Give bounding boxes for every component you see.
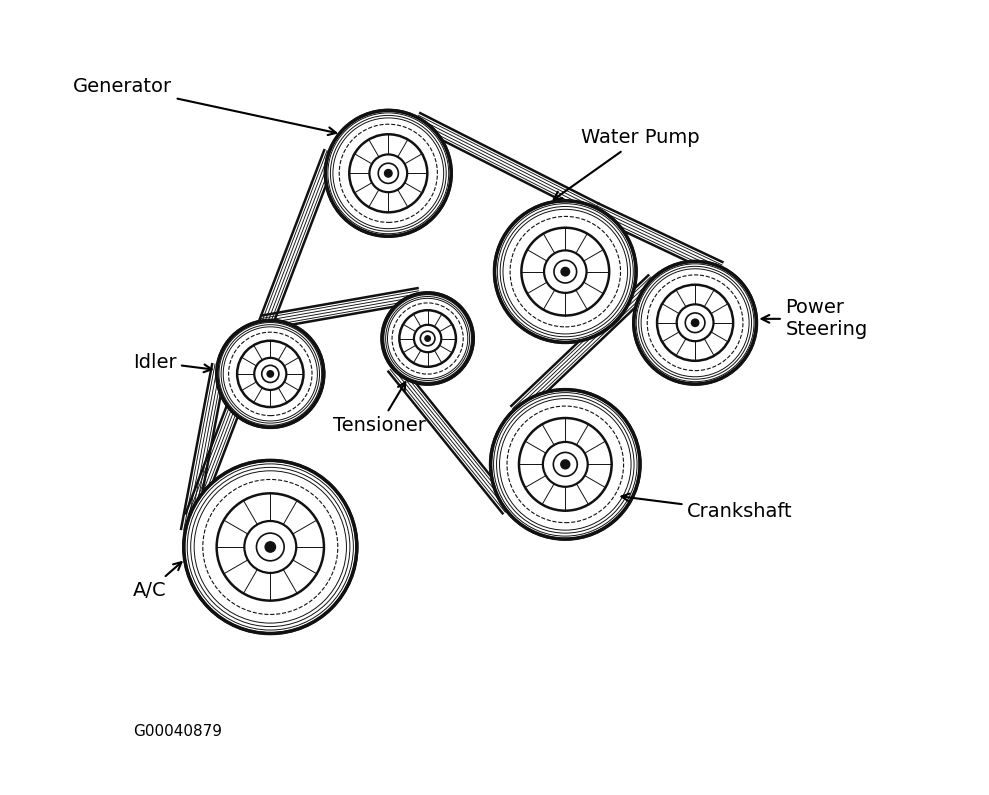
Circle shape	[385, 169, 392, 177]
Circle shape	[382, 293, 474, 384]
Circle shape	[325, 111, 451, 236]
Text: Idler: Idler	[133, 353, 212, 372]
Circle shape	[491, 390, 640, 539]
Text: A/C: A/C	[133, 562, 182, 599]
Circle shape	[184, 460, 357, 634]
Circle shape	[217, 320, 323, 428]
Circle shape	[634, 262, 757, 384]
Text: Generator: Generator	[73, 77, 336, 135]
Text: Power
Steering: Power Steering	[762, 298, 867, 339]
Circle shape	[425, 335, 430, 341]
Circle shape	[267, 370, 274, 377]
Text: Water Pump: Water Pump	[554, 129, 699, 200]
Circle shape	[494, 201, 636, 343]
Circle shape	[691, 319, 699, 327]
Circle shape	[561, 460, 570, 469]
Text: Crankshaft: Crankshaft	[621, 494, 793, 521]
Circle shape	[561, 267, 570, 276]
Text: G00040879: G00040879	[133, 724, 222, 739]
Text: Tensioner: Tensioner	[333, 382, 426, 435]
Circle shape	[265, 541, 276, 553]
